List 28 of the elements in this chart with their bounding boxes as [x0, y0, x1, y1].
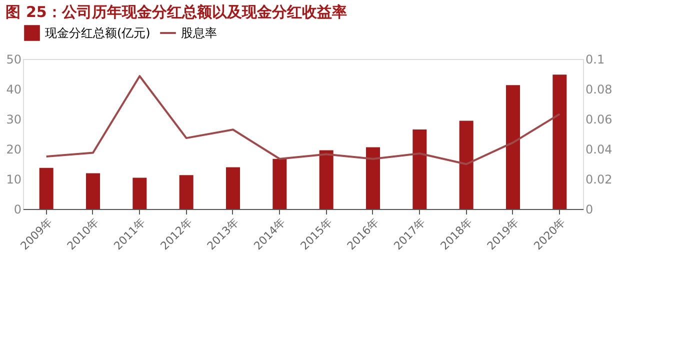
y-tick-label: 10 [6, 172, 22, 186]
y-tick-label: 30 [6, 112, 22, 126]
chart-title: 图 25：公司历年现金分红总额以及现金分红收益率 [6, 3, 347, 21]
y2-tick-label: 0.06 [586, 112, 612, 126]
y2-tick-label: 0.02 [586, 172, 612, 186]
bar [179, 175, 194, 209]
y-tick-label: 40 [6, 82, 22, 96]
bar [552, 74, 567, 209]
bar [366, 147, 380, 209]
line-series [45, 75, 561, 166]
y2-tick-label: 0.04 [586, 142, 612, 156]
y-tick-label: 50 [6, 52, 22, 66]
bar [39, 168, 54, 209]
y-tick-label: 20 [6, 142, 22, 156]
y2-tick-label: 0.08 [586, 82, 612, 96]
y2-tick-label: 0.1 [586, 52, 605, 66]
legend-label: 现金分红总额(亿元) [45, 26, 150, 40]
bar [412, 130, 427, 209]
y-tick-label: 0 [14, 202, 22, 216]
bar [459, 120, 474, 209]
bar [226, 167, 240, 209]
bar [132, 178, 147, 209]
legend-label: 股息率 [181, 26, 217, 40]
bar [272, 158, 287, 209]
bar [506, 85, 520, 209]
y2-tick-label: 0 [586, 202, 594, 216]
bar [319, 150, 334, 209]
bar [86, 173, 100, 209]
